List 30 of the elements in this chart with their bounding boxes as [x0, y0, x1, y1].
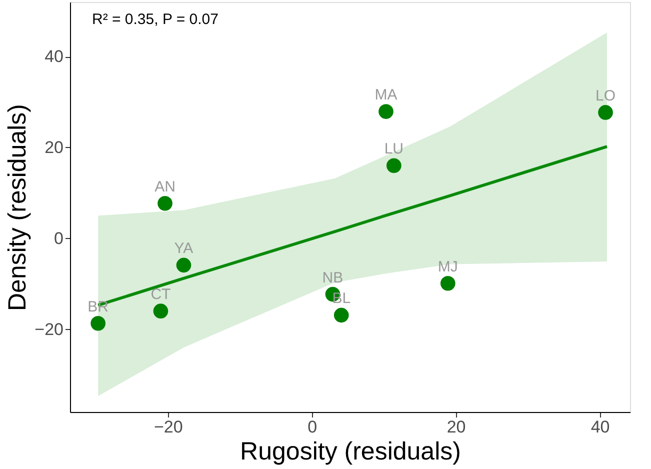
point [176, 258, 192, 273]
annotation: AN [154, 178, 176, 196]
annotation: CT [150, 286, 171, 304]
y-tick-label: 20 [44, 138, 64, 157]
y-axis-title: Density (residuals) [4, 104, 32, 312]
x-tick-label: 40 [590, 418, 610, 436]
y-tick-label: 40 [44, 47, 64, 66]
annotation: NB [322, 269, 344, 286]
point [90, 316, 106, 331]
y-tick-label: 0 [54, 228, 64, 248]
point [598, 105, 613, 120]
x-tick-label: −20 [154, 418, 183, 436]
x-axis-title: Rugosity (residuals) [240, 438, 461, 466]
y-tick-label: −20 [34, 320, 64, 339]
annotation: LU [384, 140, 404, 158]
x-tick-label: 20 [446, 418, 466, 436]
point [334, 308, 349, 323]
annotation: MA [374, 86, 398, 104]
point [440, 276, 456, 291]
point [378, 104, 394, 119]
point [386, 158, 402, 174]
point [158, 196, 172, 211]
point [153, 304, 168, 318]
annotation: YA [174, 240, 194, 258]
annotation: BL [332, 290, 351, 308]
annotation: LO [596, 87, 616, 104]
annotation: BR [88, 298, 109, 316]
annotation: MJ [438, 258, 458, 276]
x-tick-label: 0 [308, 418, 318, 436]
annotation: R² = 0.35, P = 0.07 [92, 11, 218, 28]
